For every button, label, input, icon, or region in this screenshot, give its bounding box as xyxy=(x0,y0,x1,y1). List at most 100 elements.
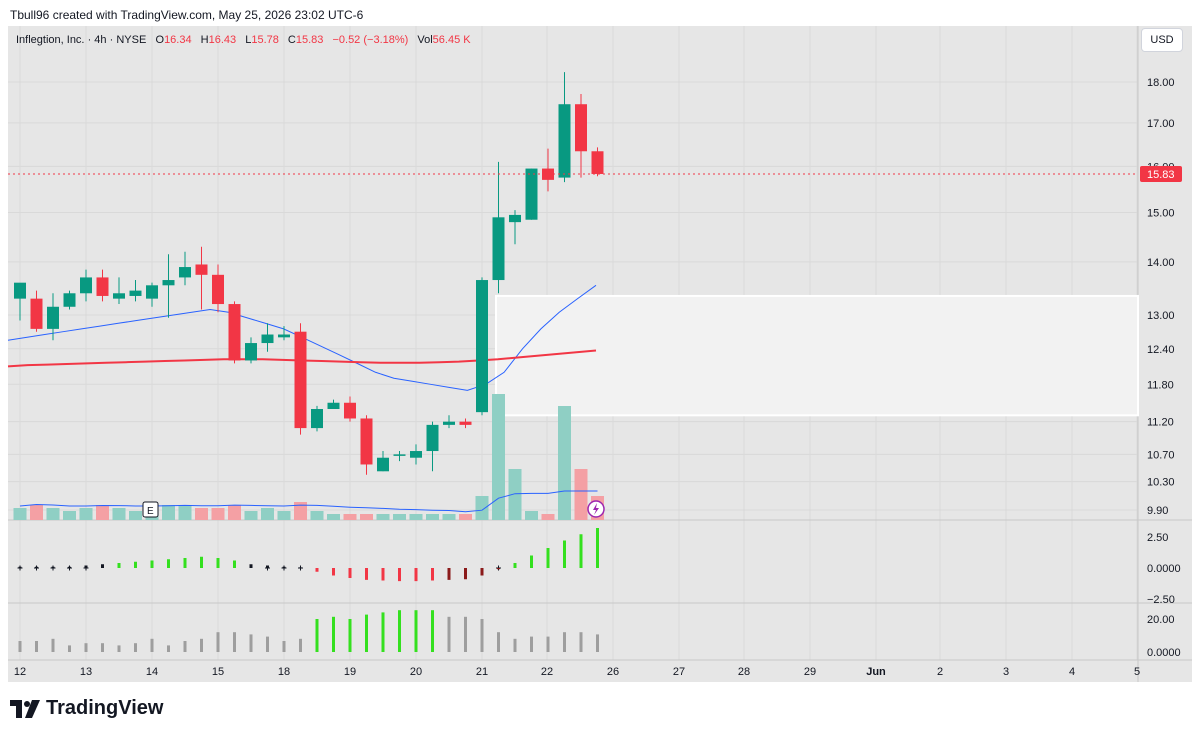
volume-bar xyxy=(261,508,274,520)
time-axis-label: 3 xyxy=(1003,666,1009,678)
oscillator-bar xyxy=(134,643,137,652)
time-axis-label: 20 xyxy=(410,666,422,678)
time-axis-label: 12 xyxy=(14,666,26,678)
volume-bar xyxy=(459,514,472,520)
oscillator-bar xyxy=(365,614,368,652)
volume-bar xyxy=(211,508,225,520)
momentum-axis-label: −2.50 xyxy=(1147,594,1175,606)
momentum-bar xyxy=(35,566,38,568)
symbol-interval: 4h xyxy=(94,34,107,46)
earnings-marker xyxy=(142,501,159,518)
low-label: L xyxy=(245,34,252,46)
close-label: C xyxy=(287,34,296,46)
last-price-label: 15.83 xyxy=(1147,169,1175,181)
symbol-exchange: NYSE xyxy=(116,34,147,46)
brand-name: TradingView xyxy=(46,697,164,719)
volume-bar xyxy=(360,514,373,520)
volume-bar xyxy=(541,514,555,520)
low-value: 15.78 xyxy=(251,34,279,46)
momentum-bar xyxy=(249,564,253,568)
candle-body xyxy=(575,104,587,152)
oscillator-bar xyxy=(216,632,220,652)
momentum-bar xyxy=(216,558,220,568)
candle-body xyxy=(591,151,604,174)
candle-body xyxy=(129,290,142,296)
oscillator-bar xyxy=(431,610,434,652)
candle-body xyxy=(294,331,307,429)
change-value: −0.52 (−3.18%) xyxy=(332,34,409,46)
momentum-bar xyxy=(101,564,104,568)
volume-bar xyxy=(112,508,126,520)
candle-body xyxy=(113,293,125,299)
volume-bar xyxy=(178,505,192,520)
price-axis-label: 13.00 xyxy=(1147,310,1175,322)
last-price-badge xyxy=(1140,165,1182,182)
open-label: O xyxy=(155,34,165,46)
candle-body xyxy=(278,334,290,338)
time-axis-label: 26 xyxy=(607,666,619,678)
time-axis-label: 4 xyxy=(1069,666,1075,678)
supply-demand-zone xyxy=(495,294,1139,417)
volume-bar xyxy=(79,508,93,520)
volume-bar xyxy=(46,508,60,520)
earnings-marker-label: E xyxy=(147,506,154,517)
oscillator-bar xyxy=(414,610,418,652)
momentum-bar xyxy=(497,568,500,570)
volume-bar xyxy=(426,514,439,520)
time-axis-label: 19 xyxy=(344,666,356,678)
candle-body xyxy=(195,264,208,275)
time-axis-label: 22 xyxy=(541,666,553,678)
oscillator-bar xyxy=(299,638,302,652)
currency-button[interactable]: USD xyxy=(1141,28,1183,52)
candle-body xyxy=(30,298,43,329)
volume-bar xyxy=(129,511,142,520)
oscillator-bar xyxy=(579,632,583,652)
volume-bar xyxy=(310,511,324,520)
candle-body xyxy=(360,418,373,465)
momentum-axis-label: 2.50 xyxy=(1147,532,1168,544)
oscillator-bar xyxy=(167,645,170,652)
oscillator-bar xyxy=(51,638,55,652)
volume-bar xyxy=(30,505,43,520)
oscillator-bar xyxy=(266,636,269,652)
momentum-bar xyxy=(596,528,599,568)
time-axis-label: 27 xyxy=(673,666,685,678)
volume-bar xyxy=(475,496,489,520)
momentum-bar xyxy=(365,568,368,580)
symbol-name[interactable]: Inflegtion, Inc. xyxy=(16,34,85,46)
momentum-bar xyxy=(167,559,170,568)
oscillator-bar xyxy=(530,636,533,652)
oscillator-bar xyxy=(497,632,500,652)
volume-bar xyxy=(13,508,27,520)
candle-body xyxy=(47,306,59,329)
oscillator-bar xyxy=(200,638,203,652)
high-label: H xyxy=(200,34,209,46)
momentum-bar xyxy=(117,563,121,568)
time-axis-label: 28 xyxy=(738,666,750,678)
oscillator-bar xyxy=(546,636,550,652)
candle-body xyxy=(311,408,323,429)
candle-body xyxy=(459,421,472,425)
tradingview-logo-icon xyxy=(10,699,40,718)
oscillator-bar xyxy=(249,634,253,652)
volume-bar xyxy=(508,469,522,520)
momentum-bar xyxy=(233,560,236,568)
candle-body xyxy=(146,285,158,299)
time-axis-label: 2 xyxy=(937,666,943,678)
momentum-bar xyxy=(513,563,517,568)
volume-bar xyxy=(492,394,505,520)
oscillator-bar xyxy=(101,643,104,652)
open-value: 16.34 xyxy=(164,34,192,46)
oscillator-axis-label: 0.0000 xyxy=(1147,647,1181,659)
candle-body xyxy=(558,104,571,178)
oscillator-bar xyxy=(596,634,599,652)
price-axis-label: 15.00 xyxy=(1147,208,1175,220)
volume-ma-line xyxy=(19,490,598,513)
momentum-bar xyxy=(464,568,467,580)
oscillator-bar xyxy=(282,641,286,652)
time-axis-label: 13 xyxy=(80,666,92,678)
oscillator-bar xyxy=(233,632,236,652)
oscillator-bar xyxy=(398,610,401,652)
price-axis-label: 9.90 xyxy=(1147,505,1168,517)
